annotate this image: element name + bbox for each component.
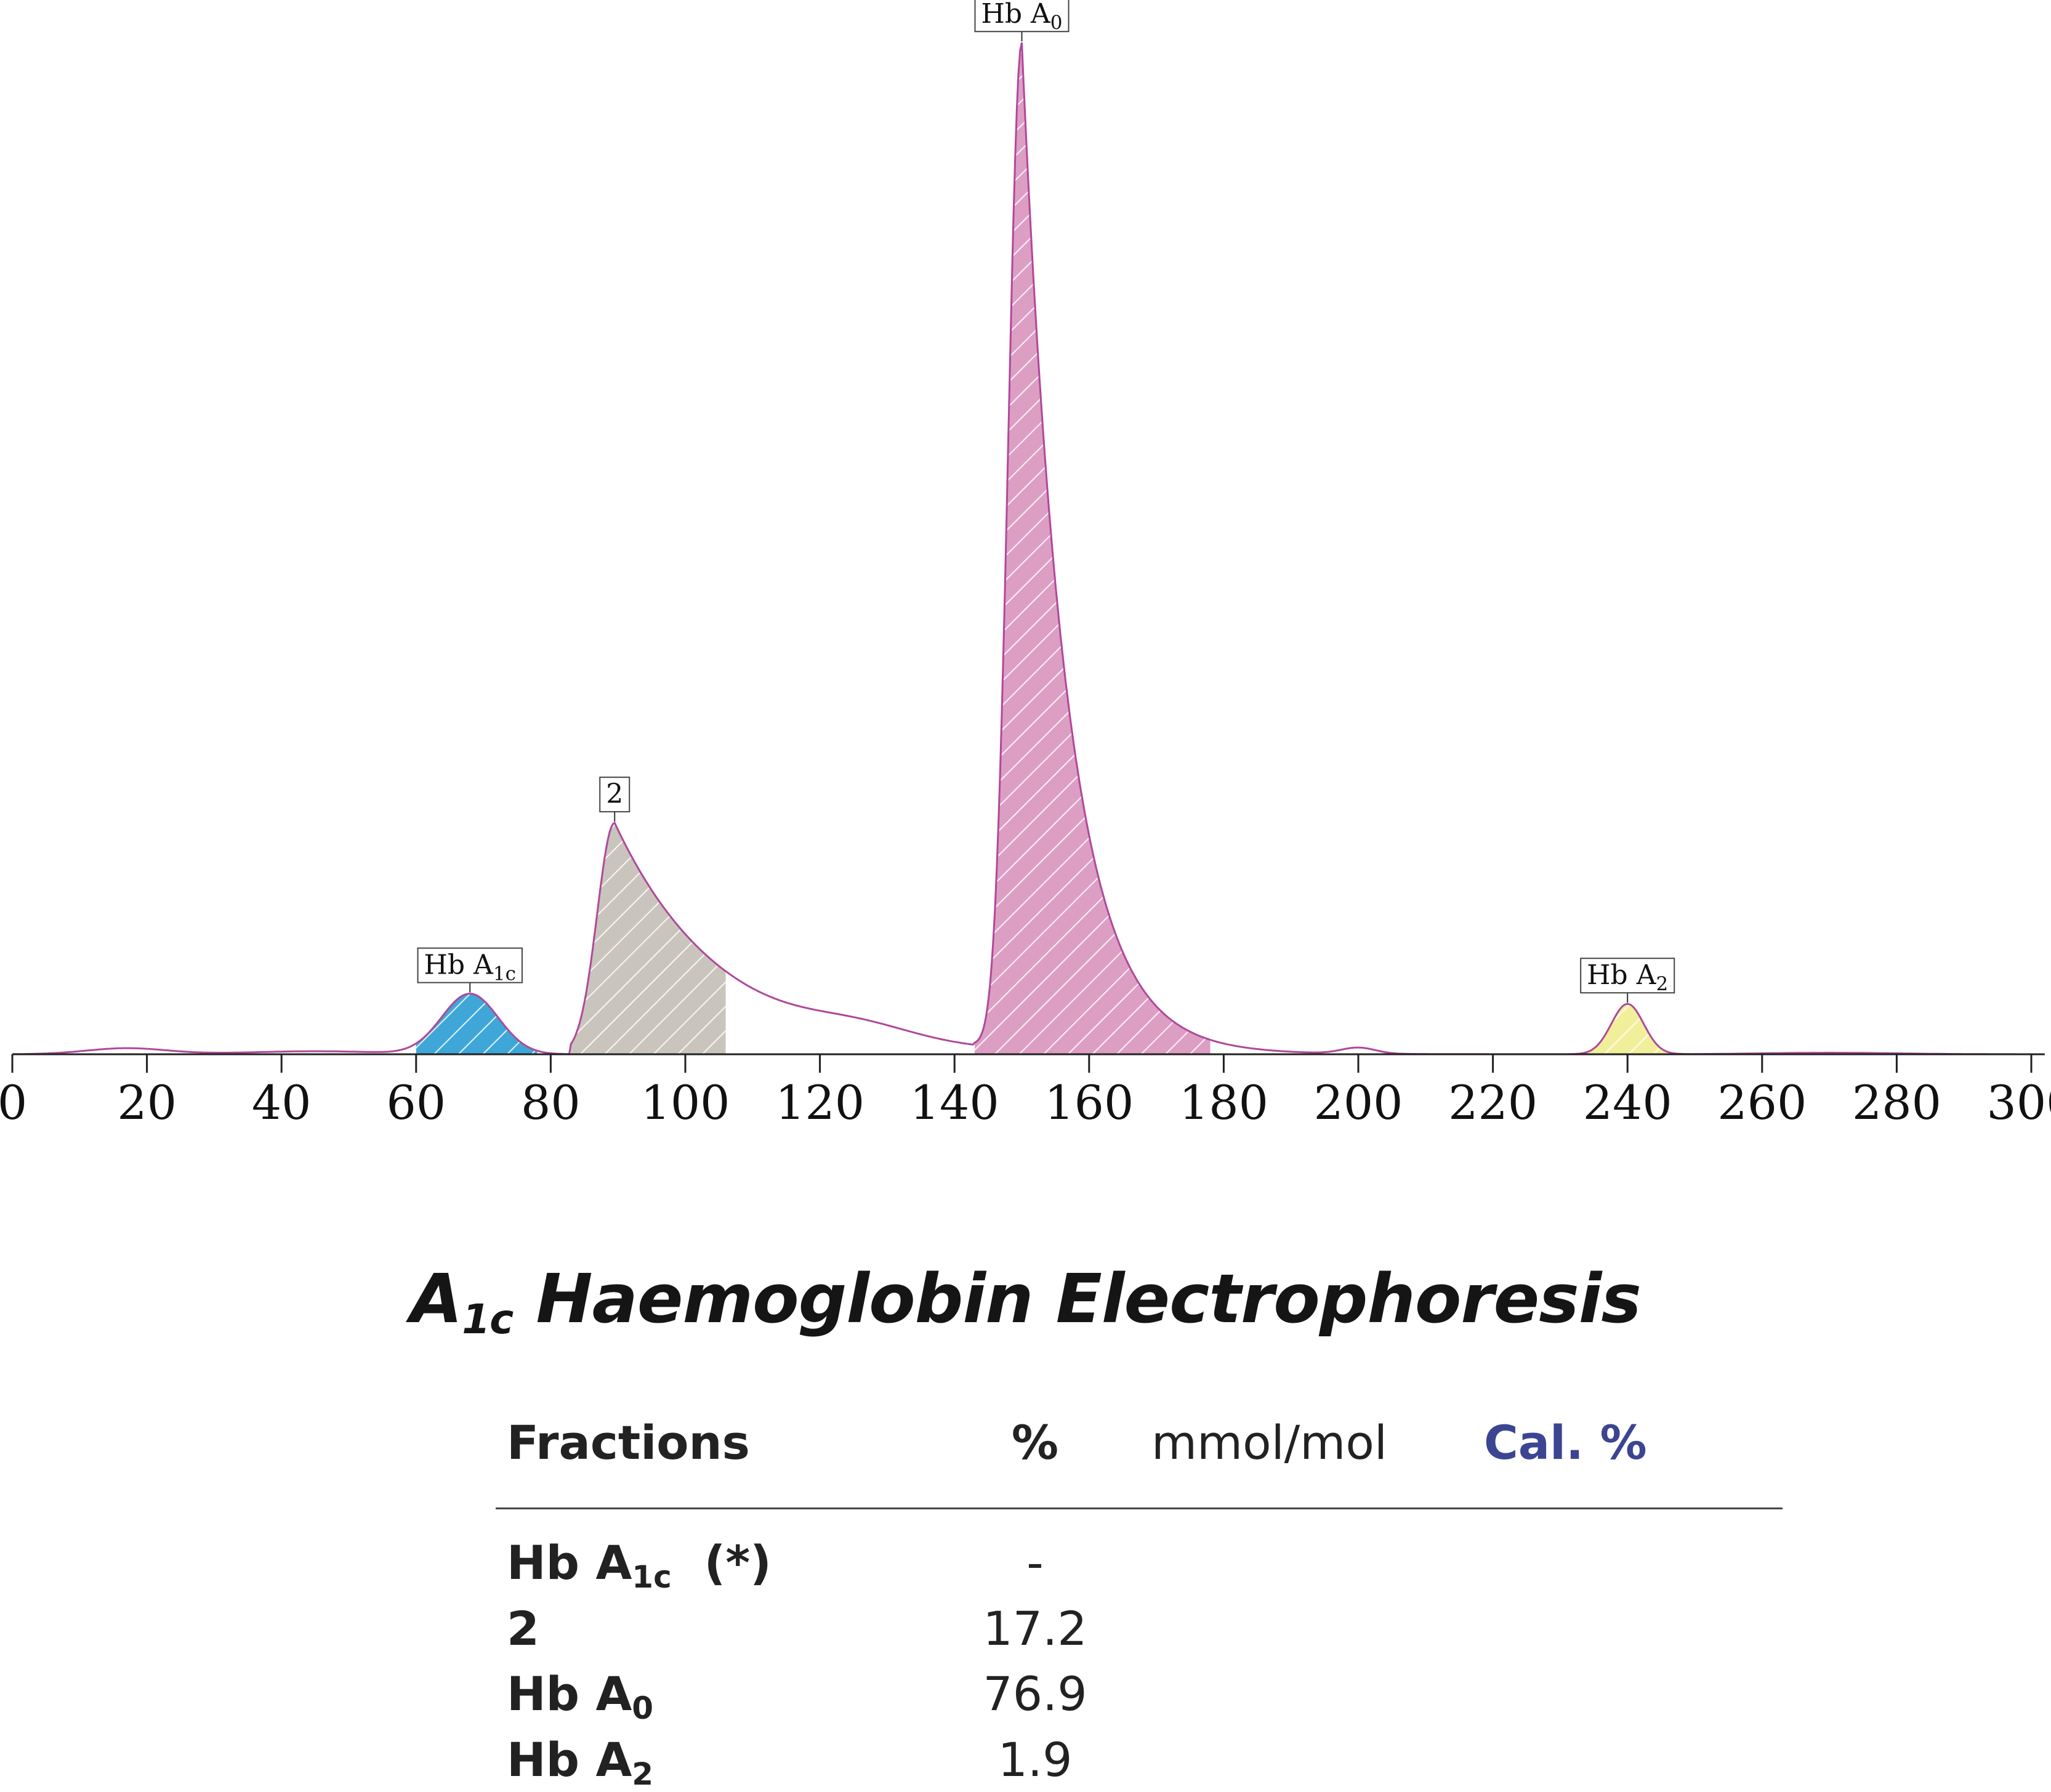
x-tick-label: 300 xyxy=(1986,1075,2051,1130)
x-tick-label: 200 xyxy=(1313,1075,1403,1130)
peak-label-text: Hb A2 xyxy=(1587,959,1668,995)
x-tick-label: 180 xyxy=(1179,1075,1268,1130)
header-fractions: Fractions xyxy=(507,1415,750,1470)
row-value-hba1c: - xyxy=(1026,1535,1044,1590)
peak-label-text: 2 xyxy=(606,778,623,810)
x-tick-label: 120 xyxy=(775,1075,864,1130)
peak-label-2: 2 xyxy=(599,777,631,822)
header-mmol: mmol/mol xyxy=(1151,1415,1387,1470)
header-cal-percent: Cal. % xyxy=(1484,1415,1647,1470)
row-value-2: 17.2 xyxy=(983,1601,1087,1656)
row-label-hba1c: Hb A1c (*) xyxy=(507,1535,772,1595)
peak-hatch-3 xyxy=(974,42,1211,1055)
x-tick-label: 60 xyxy=(386,1075,446,1130)
x-tick-label: 0 xyxy=(0,1075,27,1130)
peak-label-text: Hb A1c xyxy=(424,950,516,985)
electrophoresis-chart: 0 20 40 60 80 100 120 140 160 180 200 220 240 260 280 3… xyxy=(0,0,2051,1130)
peak-label-box xyxy=(599,777,631,813)
x-tick-label: 40 xyxy=(252,1075,312,1130)
peak-hatch-4 xyxy=(1580,1004,1675,1054)
x-tick-label: 140 xyxy=(910,1075,999,1130)
x-tick-label: 220 xyxy=(1448,1075,1537,1130)
peak-label-text: Hb A0 xyxy=(981,0,1062,34)
x-tick-label: 280 xyxy=(1852,1075,1941,1130)
row-value-hba0: 76.9 xyxy=(983,1666,1087,1721)
peak-label-4: Hb A2 xyxy=(1580,958,1675,1003)
x-tick-label: 240 xyxy=(1583,1075,1672,1130)
x-tick-label: 260 xyxy=(1717,1075,1807,1130)
peak-label-1: Hb A1c xyxy=(417,947,523,993)
peak-label-box xyxy=(974,0,1070,33)
header-divider xyxy=(496,1507,1783,1509)
row-label-hba2: Hb A2 xyxy=(507,1732,654,1792)
header-percent: % xyxy=(1011,1415,1059,1470)
peak-hatch-1 xyxy=(416,993,538,1054)
peak-label-3: Hb A0 xyxy=(974,0,1070,42)
peak-hatch-2 xyxy=(571,823,726,1054)
x-tick-label: 160 xyxy=(1044,1075,1134,1130)
report-title: A1c Haemoglobin Electrophoresis xyxy=(410,1259,1642,1343)
x-tick-label: 100 xyxy=(640,1075,730,1130)
x-tick-label: 80 xyxy=(521,1075,581,1130)
row-label-hba0: Hb A0 xyxy=(507,1666,654,1726)
peak-label-box xyxy=(417,947,523,983)
x-tick-label: 20 xyxy=(117,1075,177,1130)
row-label-2: 2 xyxy=(507,1601,539,1656)
row-value-hba2: 1.9 xyxy=(997,1732,1073,1787)
peak-label-box xyxy=(1580,958,1675,994)
